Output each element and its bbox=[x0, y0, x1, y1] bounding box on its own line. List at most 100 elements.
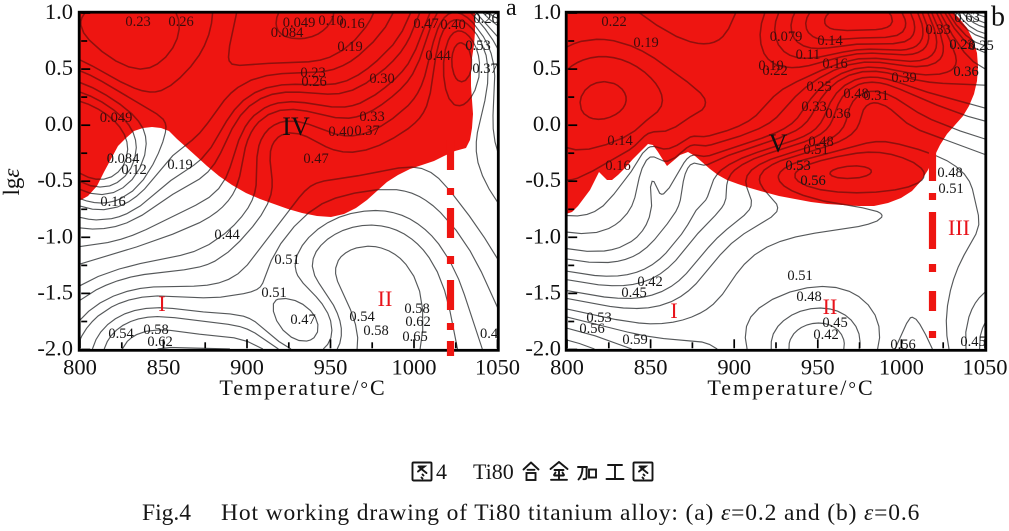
svg-text:0.22: 0.22 bbox=[762, 63, 787, 79]
svg-text:850: 850 bbox=[147, 355, 181, 380]
svg-text:0.26: 0.26 bbox=[473, 11, 498, 27]
svg-text:0.19: 0.19 bbox=[167, 157, 192, 173]
svg-text:I: I bbox=[158, 291, 165, 316]
svg-text:Hot working drawing of Ti80 ti: Hot working drawing of Ti80 titanium all… bbox=[221, 500, 920, 526]
svg-text:0.51: 0.51 bbox=[938, 181, 963, 197]
svg-text:-1.0: -1.0 bbox=[525, 223, 561, 248]
svg-text:Temperature/°C: Temperature/°C bbox=[219, 375, 386, 400]
svg-text:0.62: 0.62 bbox=[147, 334, 172, 350]
svg-text:0.19: 0.19 bbox=[758, 58, 783, 74]
svg-text:0.14: 0.14 bbox=[607, 133, 633, 149]
svg-text:0.48: 0.48 bbox=[796, 289, 821, 305]
svg-text:0.40: 0.40 bbox=[328, 124, 353, 140]
svg-text:0.40: 0.40 bbox=[440, 17, 465, 33]
svg-text:0.58: 0.58 bbox=[404, 301, 429, 317]
svg-text:0.36: 0.36 bbox=[825, 106, 850, 122]
svg-text:Fig.4: Fig.4 bbox=[142, 500, 191, 526]
svg-text:0.14: 0.14 bbox=[817, 33, 843, 49]
svg-text:0.56: 0.56 bbox=[800, 173, 825, 189]
svg-text:0.47: 0.47 bbox=[290, 312, 315, 328]
svg-text:0.33: 0.33 bbox=[801, 99, 826, 115]
svg-text:0.11: 0.11 bbox=[796, 47, 821, 63]
svg-text:0.16: 0.16 bbox=[339, 16, 364, 32]
svg-text:1.0: 1.0 bbox=[45, 0, 73, 24]
svg-text:900: 900 bbox=[230, 355, 264, 380]
svg-text:0.23: 0.23 bbox=[949, 37, 974, 53]
svg-text:a: a bbox=[506, 0, 517, 21]
svg-text:0.26: 0.26 bbox=[301, 74, 326, 90]
svg-text:0.45: 0.45 bbox=[822, 315, 847, 331]
svg-text:0.16: 0.16 bbox=[822, 56, 847, 72]
svg-text:0.47: 0.47 bbox=[303, 151, 328, 167]
svg-text:0.51: 0.51 bbox=[803, 142, 828, 158]
svg-text:0.51: 0.51 bbox=[274, 252, 299, 268]
svg-text:0.0: 0.0 bbox=[45, 111, 73, 136]
svg-text:-2.0: -2.0 bbox=[37, 336, 73, 361]
svg-text:0.51: 0.51 bbox=[261, 285, 286, 301]
svg-text:b: b bbox=[991, 2, 1005, 33]
svg-text:0.0: 0.0 bbox=[533, 111, 561, 136]
svg-text:0.37: 0.37 bbox=[472, 61, 497, 77]
svg-text:-2.0: -2.0 bbox=[525, 336, 561, 361]
svg-text:0.53: 0.53 bbox=[785, 158, 810, 174]
svg-text:0.47: 0.47 bbox=[413, 16, 438, 32]
svg-text:0.12: 0.12 bbox=[121, 162, 146, 178]
svg-text:900: 900 bbox=[717, 355, 751, 380]
svg-text:0.25: 0.25 bbox=[806, 79, 831, 95]
svg-text:0.26: 0.26 bbox=[168, 14, 193, 30]
svg-text:0.48: 0.48 bbox=[843, 86, 868, 102]
svg-text:0.59: 0.59 bbox=[622, 332, 647, 348]
svg-text:1.0: 1.0 bbox=[533, 0, 561, 24]
svg-text:0.53: 0.53 bbox=[465, 38, 490, 54]
svg-text:0.084: 0.084 bbox=[107, 151, 140, 167]
svg-text:I: I bbox=[670, 298, 677, 323]
svg-text:0.56: 0.56 bbox=[579, 321, 604, 337]
svg-text:0.33: 0.33 bbox=[925, 22, 950, 38]
svg-text:0.54: 0.54 bbox=[349, 309, 375, 325]
svg-text:II: II bbox=[378, 286, 393, 311]
svg-text:-0.5: -0.5 bbox=[525, 167, 561, 192]
svg-text:800: 800 bbox=[63, 355, 97, 380]
svg-text:-0.5: -0.5 bbox=[37, 167, 73, 192]
svg-text:0.23: 0.23 bbox=[125, 14, 150, 30]
svg-text:II: II bbox=[823, 294, 838, 319]
svg-text:0.5: 0.5 bbox=[533, 55, 561, 80]
svg-text:0.5: 0.5 bbox=[45, 55, 73, 80]
svg-text:0.58: 0.58 bbox=[363, 323, 388, 339]
svg-text:0.48: 0.48 bbox=[937, 165, 962, 181]
svg-text:IV: IV bbox=[282, 112, 310, 141]
svg-text:0.45: 0.45 bbox=[621, 285, 646, 301]
svg-text:lgε: lgε bbox=[0, 168, 24, 196]
svg-text:0.36: 0.36 bbox=[953, 64, 978, 80]
svg-text:0.63: 0.63 bbox=[954, 10, 979, 26]
svg-text:0.23: 0.23 bbox=[300, 65, 325, 81]
svg-text:4: 4 bbox=[436, 459, 447, 484]
svg-text:0.049: 0.049 bbox=[283, 15, 316, 31]
svg-text:0.44: 0.44 bbox=[425, 48, 451, 64]
svg-text:0.31: 0.31 bbox=[863, 88, 888, 104]
svg-text:V: V bbox=[769, 129, 788, 158]
svg-text:0.51: 0.51 bbox=[787, 268, 812, 284]
svg-text:0.30: 0.30 bbox=[369, 71, 394, 87]
svg-text:0.53: 0.53 bbox=[586, 310, 611, 326]
svg-text:1000: 1000 bbox=[392, 355, 437, 380]
svg-text:0.19: 0.19 bbox=[337, 39, 362, 55]
svg-text:Ti80: Ti80 bbox=[473, 459, 514, 484]
svg-text:0.39: 0.39 bbox=[891, 70, 916, 86]
svg-text:0.25: 0.25 bbox=[968, 38, 993, 54]
svg-text:950: 950 bbox=[314, 355, 348, 380]
svg-text:800: 800 bbox=[550, 355, 584, 380]
svg-text:0.19: 0.19 bbox=[633, 35, 658, 51]
svg-text:0.079: 0.079 bbox=[770, 29, 803, 45]
svg-text:0.58: 0.58 bbox=[143, 322, 168, 338]
svg-text:0.42: 0.42 bbox=[813, 327, 838, 343]
svg-text:0.049: 0.049 bbox=[100, 110, 133, 126]
svg-text:0.62: 0.62 bbox=[405, 314, 430, 330]
svg-text:0.44: 0.44 bbox=[214, 227, 240, 243]
svg-text:1050: 1050 bbox=[475, 355, 520, 380]
svg-text:0.16: 0.16 bbox=[100, 194, 125, 210]
svg-text:0.33: 0.33 bbox=[359, 109, 384, 125]
svg-text:0.4: 0.4 bbox=[480, 326, 499, 342]
svg-text:0.084: 0.084 bbox=[271, 25, 304, 41]
svg-text:0.22: 0.22 bbox=[601, 14, 626, 30]
